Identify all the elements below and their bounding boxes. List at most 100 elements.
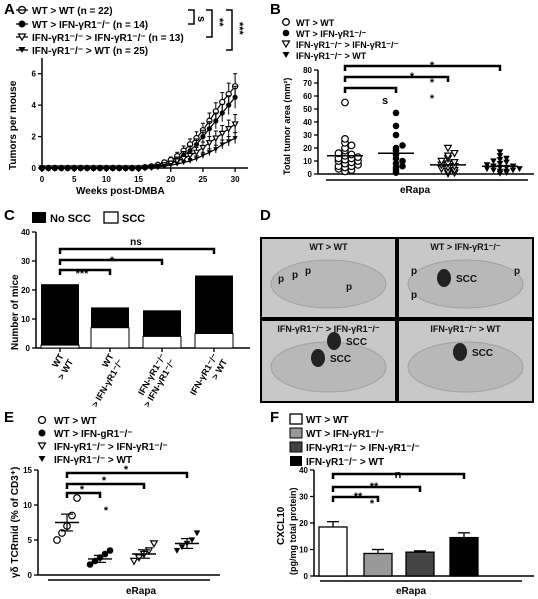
panel-a-ylabel: Tumors per mouse xyxy=(8,80,19,170)
legend-c-item: SCC xyxy=(122,213,145,225)
sig-label: n xyxy=(395,469,402,481)
sig-label: * xyxy=(370,498,375,510)
sig-label: ** xyxy=(213,18,225,27)
data-point xyxy=(483,166,491,173)
x-tick-label: WT> IFN-γR1⁻/⁻ xyxy=(80,352,125,409)
data-point xyxy=(509,167,517,174)
sig-bracket xyxy=(343,86,398,93)
data-point xyxy=(58,165,64,171)
legend-no-scc-swatch xyxy=(32,212,46,223)
sig-label: * xyxy=(110,255,115,267)
data-point xyxy=(192,149,201,157)
panel-b-legend: WT > WT WT > IFN-γR1⁻/⁻ IFN-γR1⁻/⁻ > IFN… xyxy=(281,18,399,61)
data-point xyxy=(496,149,504,156)
y-tick-label: 30 xyxy=(303,131,312,140)
photo-annotation: p xyxy=(346,282,352,293)
panel-f-ylabel-units: (pg/mg total protein) xyxy=(288,488,298,576)
x-tick-label: 0 xyxy=(40,175,45,184)
tissue-shape xyxy=(407,341,524,393)
data-point xyxy=(205,140,213,147)
sig-bracket xyxy=(331,495,380,502)
legend-b-item: WT > WT xyxy=(296,18,335,28)
legend-filled-circle-icon xyxy=(38,429,46,437)
data-point xyxy=(483,162,491,169)
bar-percent-label: 4.5% xyxy=(52,334,73,344)
data-point xyxy=(173,158,181,165)
sig-bracket xyxy=(343,64,502,71)
legend-a-item: WT > IFN-γR1⁻/⁻ (n = 14) xyxy=(32,20,148,31)
legend-b-item: IFN-γR1⁻/⁻ > WT xyxy=(296,51,367,61)
tumor-blob xyxy=(327,332,341,350)
y-tick-label: 60 xyxy=(303,92,312,101)
data-point xyxy=(399,162,406,170)
y-tick-label: 10 xyxy=(299,546,308,555)
data-point xyxy=(399,157,406,165)
data-point xyxy=(149,540,159,549)
legend-a-item: WT > WT (n = 22) xyxy=(32,6,113,17)
data-point xyxy=(193,530,201,537)
data-point xyxy=(53,536,61,544)
data-point xyxy=(142,165,148,171)
legend-c-item: No SCC xyxy=(50,213,91,225)
panel-f-ylabel: CXCL10 xyxy=(276,506,287,545)
y-tick-label: 10 xyxy=(303,157,312,166)
photo-title: WT > IFN-γR1⁻/⁻ xyxy=(430,242,501,252)
data-point xyxy=(450,159,459,167)
y-tick-label: 0 xyxy=(26,344,31,353)
data-point xyxy=(73,494,81,502)
y-tick-label: 30 xyxy=(21,257,30,266)
data-point xyxy=(65,165,71,171)
bar-no-scc xyxy=(41,284,79,346)
x-tick-label: 20 xyxy=(166,175,175,184)
bar xyxy=(363,552,393,577)
x-tick-label: 25 xyxy=(198,175,207,184)
y-tick-label: 0 xyxy=(28,571,33,580)
data-point xyxy=(354,153,362,162)
sig-bracket xyxy=(58,268,112,275)
data-point xyxy=(116,165,122,171)
photo-title: IFN-γR1⁻/⁻ > IFN-γR1⁻/⁻ xyxy=(277,324,380,334)
sig-bracket xyxy=(58,258,164,265)
data-point xyxy=(193,156,200,162)
bar xyxy=(405,551,435,577)
data-point xyxy=(148,165,155,170)
data-point xyxy=(186,152,194,160)
legend-filled-triangle-icon xyxy=(38,456,46,462)
y-tick-label: 5 xyxy=(28,536,33,545)
legend-open-triangle-icon xyxy=(37,442,47,451)
photo-annotation: SCC xyxy=(330,354,351,365)
legend-swatch-grey xyxy=(289,427,303,439)
sig-label: * xyxy=(80,484,85,496)
y-tick-label: 20 xyxy=(303,144,312,153)
panel-a-xlabel: Weeks post-DMBA xyxy=(76,186,165,197)
data-point xyxy=(490,167,497,174)
data-point xyxy=(174,161,180,167)
photo-annotation: SCC xyxy=(346,337,367,348)
data-point xyxy=(437,157,446,166)
legend-a-item: IFN-γR1⁻/⁻ > IFN-γR1⁻/⁻ (n = 13) xyxy=(32,33,184,44)
y-tick-label: 40 xyxy=(303,118,312,127)
y-tick-label: 6 xyxy=(32,70,37,79)
sig-label: ns xyxy=(130,237,142,248)
data-point xyxy=(103,165,109,171)
sig-label: *** xyxy=(76,268,90,280)
data-point xyxy=(181,160,187,166)
sig-label: * xyxy=(430,93,435,105)
series-line xyxy=(42,137,236,169)
legend-swatch-dark xyxy=(289,441,303,453)
tumor-blob xyxy=(453,343,467,361)
data-point xyxy=(347,150,356,159)
panel-label-e: E xyxy=(4,409,14,426)
data-point xyxy=(90,165,97,171)
legend-f-item: IFN-γR1⁻/⁻ > IFN-γR1⁻/⁻ xyxy=(306,443,420,454)
sig-label: ** xyxy=(370,481,379,493)
sig-bracket xyxy=(343,75,450,82)
data-point xyxy=(232,94,238,100)
legend-b-item: WT > IFN-γR1⁻/⁻ xyxy=(296,29,367,39)
legend-e-item: IFN-γR1⁻/⁻ > IFN-γR1⁻/⁻ xyxy=(54,442,168,453)
data-point xyxy=(52,165,58,171)
sig-label: s xyxy=(195,16,207,22)
legend-a-item: IFN-γR1⁻/⁻ > WT (n = 25) xyxy=(32,46,148,57)
